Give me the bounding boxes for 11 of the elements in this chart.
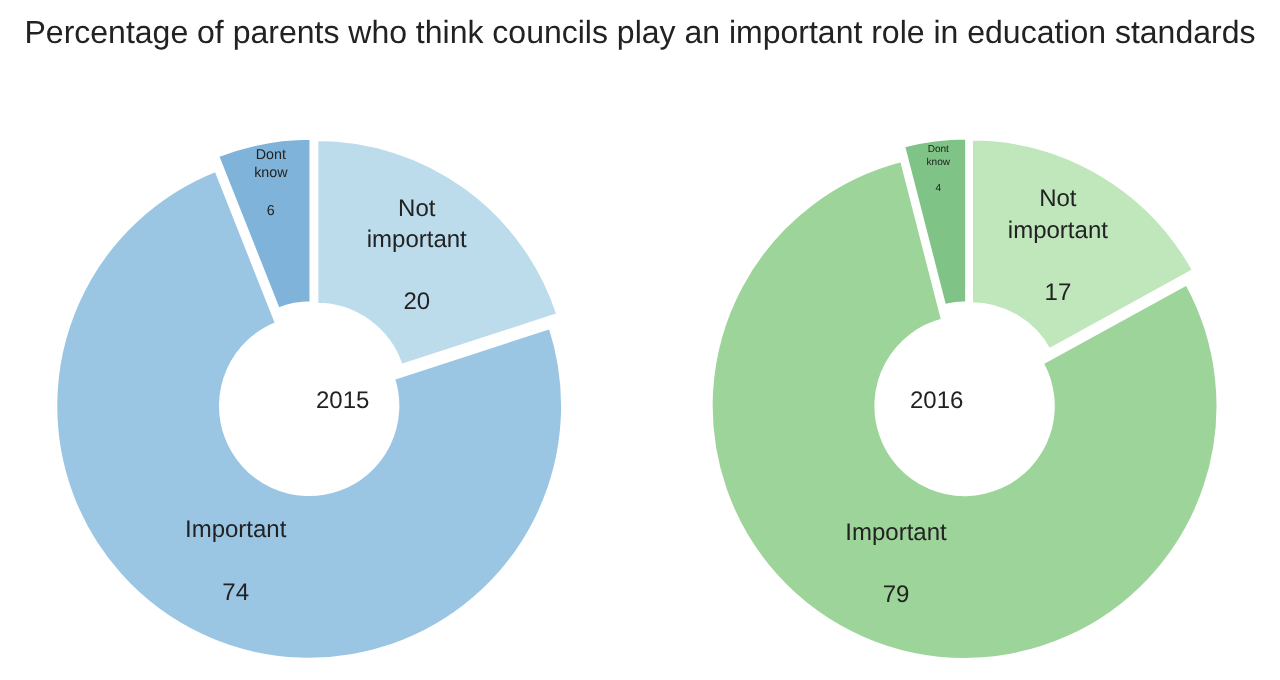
data-label: 20 (403, 287, 431, 316)
slice-label: Important (184, 515, 288, 544)
text: Percentage of parents who think councils play an important role in education standards (24, 16, 1256, 51)
data-label: 74 (222, 577, 250, 606)
slice-label: Not important (366, 193, 469, 253)
text: 2016 (910, 386, 965, 414)
data-label: 17 (1044, 278, 1072, 307)
slice-label: Not important (1007, 184, 1110, 244)
text: 2015 (316, 386, 371, 414)
data-label: 79 (882, 580, 910, 609)
slice-label: Important (845, 517, 949, 546)
